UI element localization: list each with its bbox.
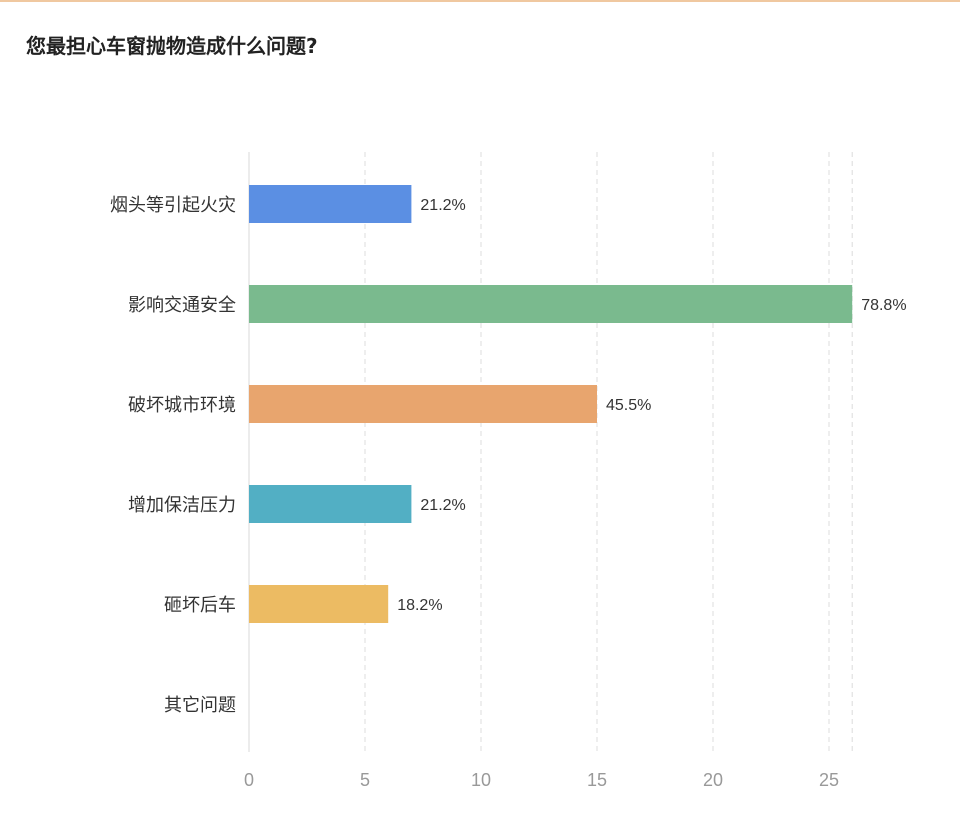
value-label: 45.5% [606,397,651,414]
value-label: 78.8% [861,297,906,314]
x-tick-label: 25 [819,770,839,790]
category-label: 影响交通安全 [128,295,236,316]
x-tick-label: 10 [471,770,491,790]
grid-lines [248,152,853,752]
category-label: 增加保洁压力 [128,495,236,516]
value-label: 21.2% [420,197,465,214]
value-label: 18.2% [397,597,442,614]
bar [249,185,412,223]
top-border [0,0,960,2]
bar [249,285,853,323]
category-label: 破坏城市环境 [128,395,236,416]
x-tick-label: 15 [587,770,607,790]
x-tick-label: 0 [244,770,254,790]
category-label: 砸坏后车 [164,595,236,616]
bar [249,585,389,623]
x-tick-labels: 0 5 10 15 20 25 [244,770,839,790]
bars [249,185,853,623]
category-label: 烟头等引起火灾 [110,195,236,216]
value-labels: 21.2% 78.8% 45.5% 21.2% 18.2% [397,197,906,614]
chart-title: 您最担心车窗抛物造成什么问题? [26,34,318,58]
value-label: 21.2% [420,497,465,514]
bar [249,485,412,523]
bar [249,385,597,423]
category-label: 其它问题 [164,695,236,716]
x-tick-label: 20 [703,770,723,790]
x-tick-label: 5 [360,770,370,790]
